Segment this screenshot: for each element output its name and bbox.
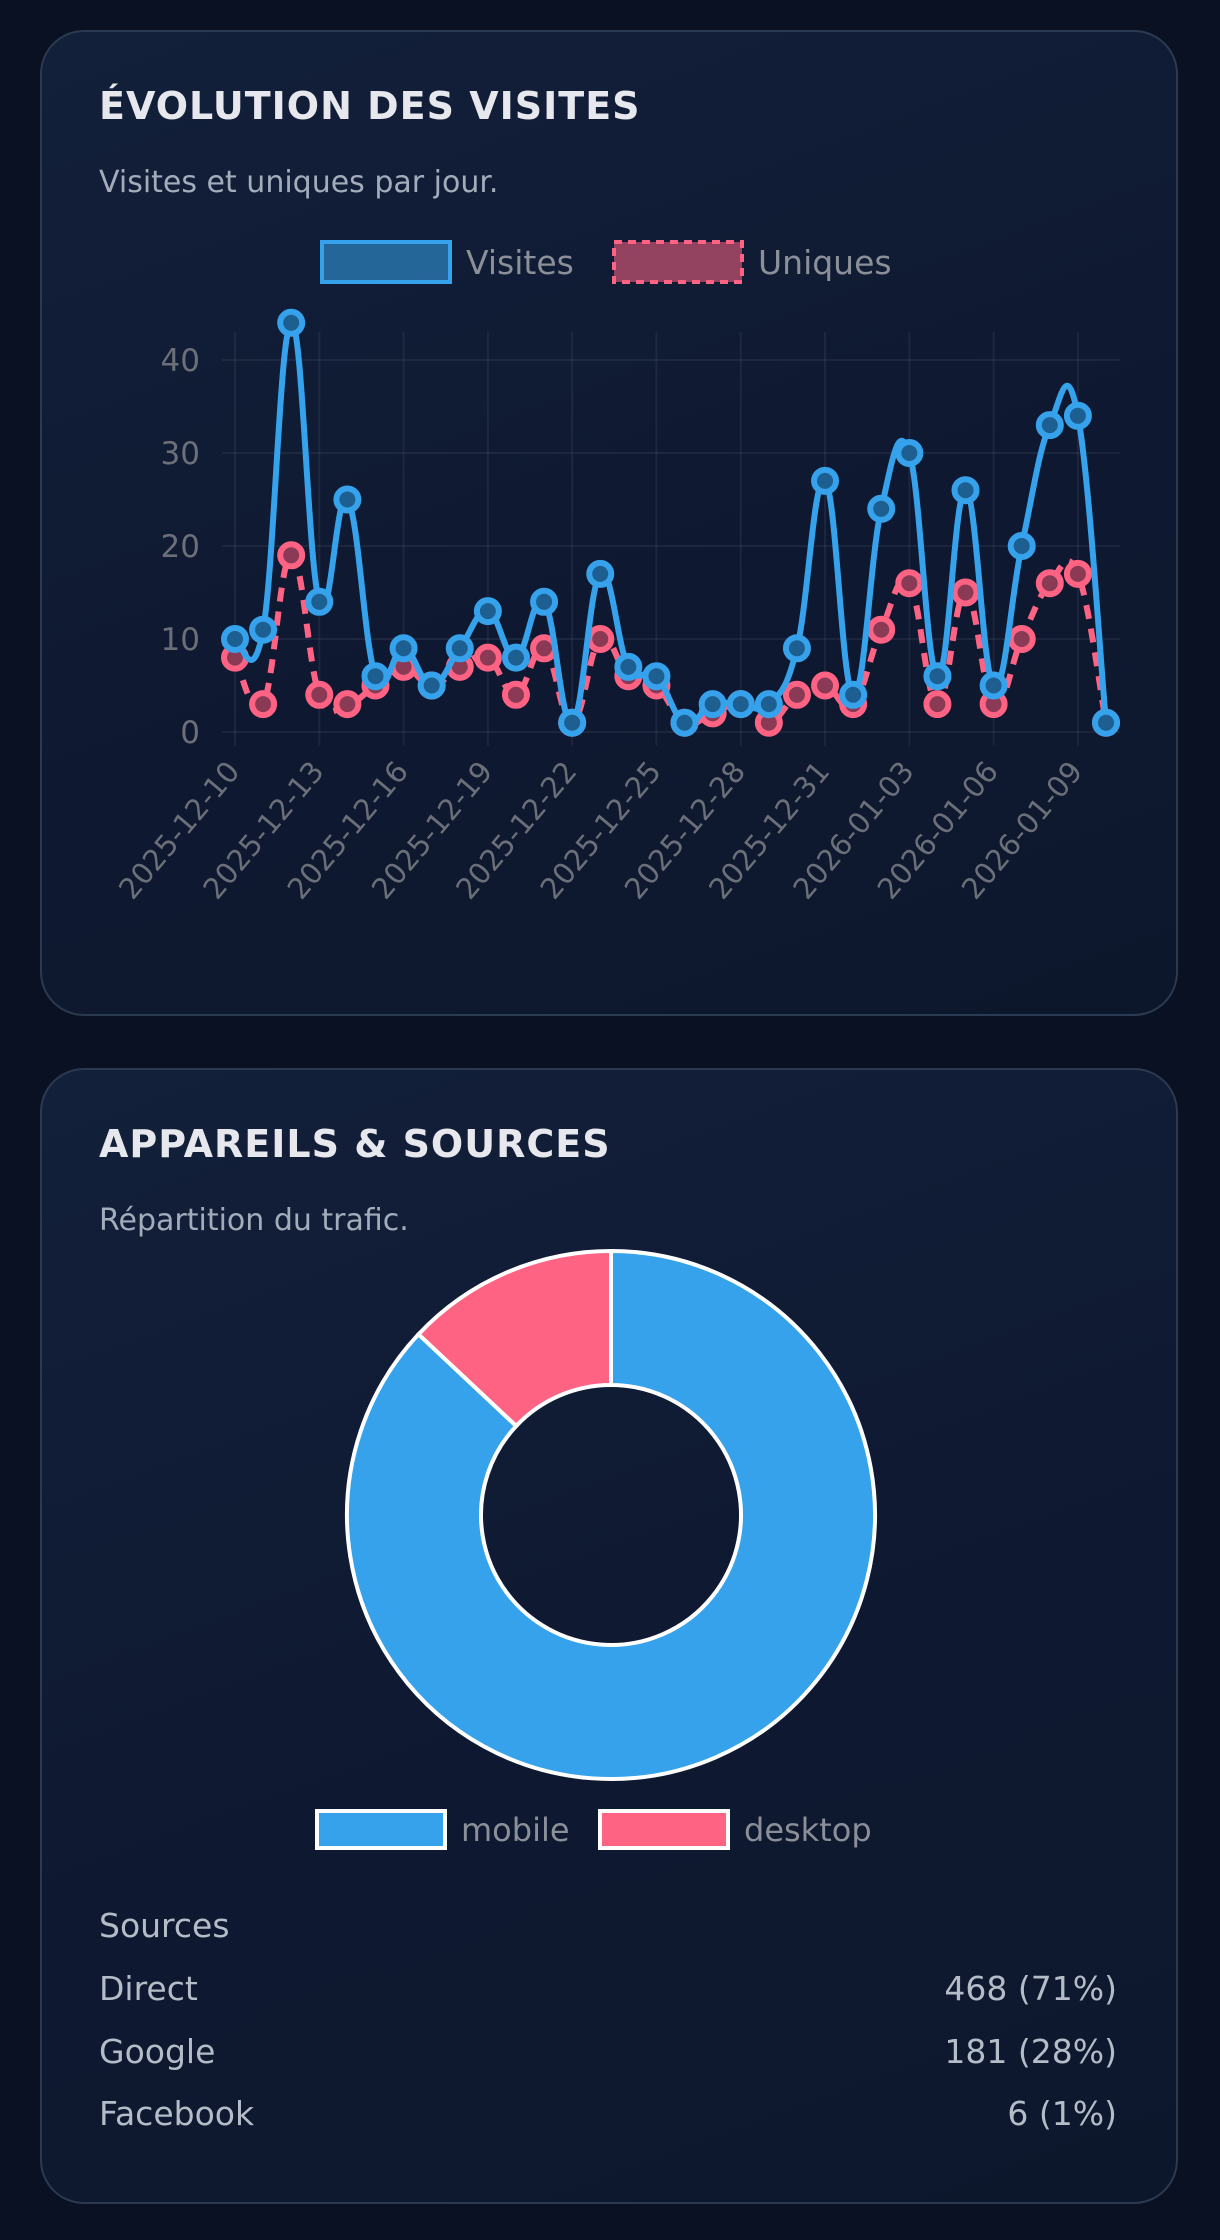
devices-title: APPAREILS & SOURCES xyxy=(99,1122,611,1166)
data-point-uniques xyxy=(501,680,530,709)
legend-label: desktop xyxy=(744,1811,872,1849)
data-point-visites xyxy=(1007,532,1036,560)
data-point-visites xyxy=(1063,401,1092,430)
data-point-visites xyxy=(501,643,530,672)
source-value: 6 (1%) xyxy=(1007,2094,1117,2133)
data-point-uniques xyxy=(1007,625,1036,653)
visits-card: ÉVOLUTION DES VISITES Visites et uniques… xyxy=(40,30,1178,1016)
data-point-visites xyxy=(670,708,699,737)
series-line-visites xyxy=(232,319,1109,727)
legend-label: Visites xyxy=(466,243,574,282)
y-tick-label: 0 xyxy=(180,715,200,751)
data-point-uniques xyxy=(923,690,952,719)
source-value: 181 (28%) xyxy=(944,2032,1117,2071)
y-tick-label: 20 xyxy=(161,529,200,565)
data-point-uniques xyxy=(277,541,306,570)
data-point-visites xyxy=(923,662,952,691)
data-point-visites xyxy=(558,708,587,737)
data-point-visites xyxy=(305,587,334,616)
data-point-uniques xyxy=(586,625,615,653)
data-point-visites xyxy=(249,615,278,644)
donut-legend: mobile desktop xyxy=(315,1809,872,1850)
data-point-uniques xyxy=(249,690,278,719)
chart-legend: Visites Uniques xyxy=(320,240,892,284)
source-value: 468 (71%) xyxy=(944,1969,1117,2008)
data-point-uniques xyxy=(1035,569,1064,598)
data-point-visites xyxy=(1092,708,1120,737)
data-point-uniques xyxy=(1063,559,1092,588)
data-point-visites xyxy=(445,634,474,663)
data-point-visites xyxy=(642,662,671,691)
legend-swatch-uniques xyxy=(612,240,744,284)
data-point-uniques xyxy=(951,578,980,607)
source-label: Direct xyxy=(99,1969,198,2008)
data-point-uniques xyxy=(333,690,362,719)
data-point-visites xyxy=(417,671,446,700)
visits-line-chart: 0102030402025-12-102025-12-132025-12-162… xyxy=(112,240,1120,906)
devices-card: APPAREILS & SOURCES Répartition du trafi… xyxy=(40,1068,1178,2204)
source-row: Facebook 6 (1%) xyxy=(99,2094,1117,2133)
data-point-visites xyxy=(726,690,755,719)
data-point-visites xyxy=(333,485,362,514)
data-point-visites xyxy=(951,476,980,505)
series-visites xyxy=(221,308,1120,737)
source-label: Facebook xyxy=(99,2094,255,2133)
legend-swatch-mobile xyxy=(315,1809,447,1850)
visits-subtitle: Visites et uniques par jour. xyxy=(99,165,499,200)
data-point-visites xyxy=(389,634,418,663)
data-point-visites xyxy=(530,587,559,616)
y-tick-label: 30 xyxy=(161,436,200,472)
data-point-visites xyxy=(473,597,502,626)
data-point-visites xyxy=(754,690,783,719)
sources-heading-label: Sources xyxy=(99,1906,230,1945)
legend-swatch-visites xyxy=(320,240,452,284)
data-point-visites xyxy=(586,559,615,588)
data-point-uniques xyxy=(867,615,896,644)
y-tick-label: 40 xyxy=(161,343,200,379)
source-row: Direct 468 (71%) xyxy=(99,1969,1117,2008)
data-point-visites xyxy=(867,494,896,523)
data-point-visites xyxy=(1035,411,1064,440)
legend-label: Uniques xyxy=(758,243,892,282)
data-point-visites xyxy=(979,671,1008,700)
devices-subtitle: Répartition du trafic. xyxy=(99,1203,409,1238)
donut-slice-mobile xyxy=(345,1248,877,1781)
data-point-visites xyxy=(895,439,924,467)
data-point-uniques xyxy=(305,680,334,709)
legend-swatch-desktop xyxy=(598,1809,730,1850)
data-point-visites xyxy=(698,690,727,719)
data-point-uniques xyxy=(895,569,924,598)
data-point-visites xyxy=(782,634,811,663)
source-row: Google 181 (28%) xyxy=(99,2032,1117,2071)
source-label: Google xyxy=(99,2032,216,2071)
sources-heading: Sources xyxy=(99,1906,1117,1945)
legend-label: mobile xyxy=(461,1811,570,1849)
donut-slice-desktop xyxy=(415,1248,613,1429)
data-point-visites xyxy=(221,625,249,653)
devices-donut-chart: mobile desktop xyxy=(315,1248,877,1850)
data-point-visites xyxy=(361,662,390,691)
data-point-uniques xyxy=(473,643,502,672)
data-point-uniques xyxy=(782,680,811,709)
data-point-visites xyxy=(277,308,306,337)
data-point-visites xyxy=(811,466,840,495)
visits-title: ÉVOLUTION DES VISITES xyxy=(99,84,641,128)
data-point-visites xyxy=(614,652,643,681)
y-tick-label: 10 xyxy=(161,622,200,658)
data-point-uniques xyxy=(811,671,840,700)
data-point-visites xyxy=(839,680,868,709)
